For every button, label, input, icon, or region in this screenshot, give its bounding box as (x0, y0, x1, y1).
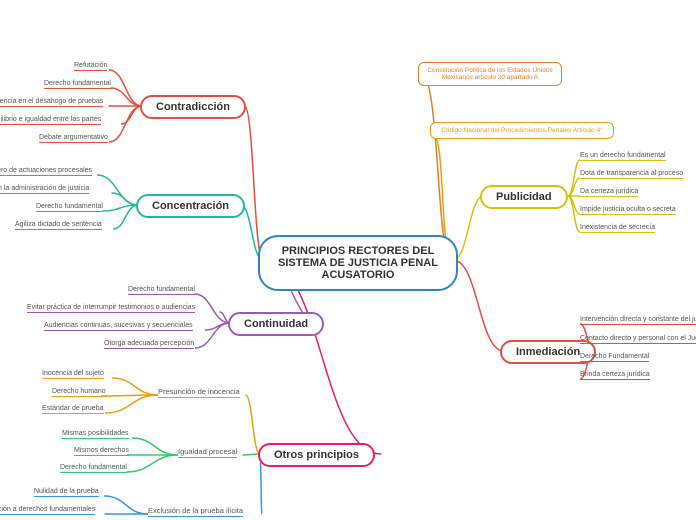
leaf: Transparencia en el desahogo de pruebas (0, 98, 103, 107)
branch-continuidad: Continuidad (228, 312, 324, 336)
leaf: Refutación (74, 62, 107, 71)
subnode: Exclusión de la prueba ilícita (148, 506, 243, 517)
branch-concentracion: Concentración (136, 194, 245, 218)
leaf: Brinda certeza jurídica (580, 371, 650, 380)
leaf: Derecho fundamental (60, 464, 127, 473)
leaf: Impide justicia oculta o secreta (580, 206, 676, 215)
center-node: PRINCIPIOS RECTORES DEL SISTEMA DE JUSTI… (258, 235, 458, 291)
leaf: Obtenida con violación a derechos fundam… (0, 506, 95, 515)
leaf: Da certeza jurídica (580, 188, 638, 197)
leaf: Contacto directo y personal con el Juez (580, 335, 696, 344)
leaf: Es un derecho fundamental (580, 152, 666, 161)
leaf: Inexistencia de secrecía (580, 224, 655, 233)
leaf: Audiencias continuas, sucesivas y secuen… (44, 322, 193, 331)
leaf: Equilibrio e igualdad entre las partes (0, 116, 101, 125)
leaf: Intervención directa y constante del jue… (580, 316, 696, 325)
leaf: Nulidad de la prueba (34, 488, 99, 497)
leaf: Derecho fundamental (44, 80, 111, 89)
branch-contradiccion: Contradicción (140, 95, 246, 119)
leaf: Estándar de prueba (42, 405, 104, 414)
branch-publicidad: Publicidad (480, 185, 568, 209)
leaf: Otorga adecuada percepción (104, 340, 194, 349)
subnode: Presunción de inocencia (158, 387, 240, 398)
branch-otros: Otros principios (258, 443, 375, 467)
leaf: Reduce el número de actuaciones procesal… (0, 167, 92, 176)
leaf: Brinda expeditez en la administración de… (0, 185, 89, 194)
source-box-fuente2: Código Nacional del Procedimientos Penal… (430, 122, 614, 139)
leaf: Derecho fundamental (128, 286, 195, 295)
leaf: Debate argumentativo (39, 134, 108, 143)
leaf: Derecho Fundamental (580, 353, 649, 362)
leaf: Mismas posibilidades (62, 430, 129, 439)
source-box-fuente1: Constitución Política de los Estados Uni… (418, 62, 562, 86)
leaf: Evitar práctica de interrumpir testimoni… (27, 304, 195, 313)
leaf: Inocencia del sujeto (42, 370, 104, 379)
leaf: Derecho humano (52, 388, 106, 397)
leaf: Dota de transparencia al proceso (580, 170, 683, 179)
leaf: Mismos derechos (74, 447, 129, 456)
subnode: Igualdad procesal (178, 447, 237, 458)
leaf: Agiliza dictado de sentencia (15, 221, 102, 230)
leaf: Derecho fundamental (36, 203, 103, 212)
